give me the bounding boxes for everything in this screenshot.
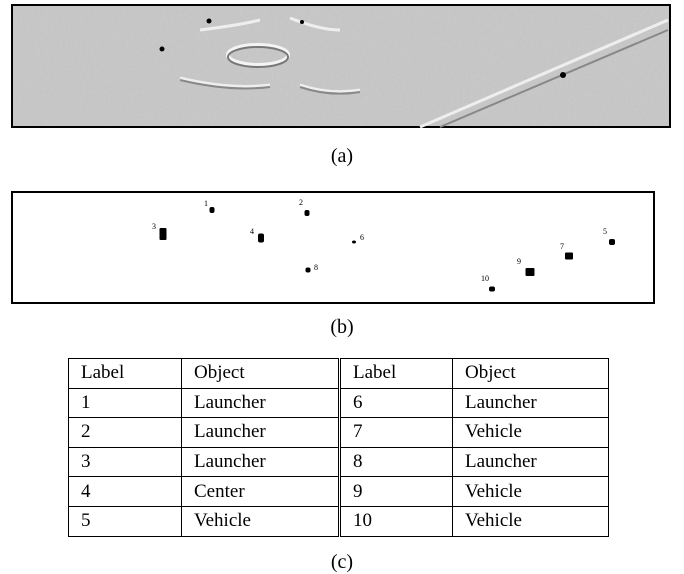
- blob: [160, 228, 167, 240]
- blob: [306, 268, 311, 273]
- table-cell: Vehicle: [453, 477, 609, 507]
- blob-label: 6: [360, 233, 364, 242]
- table-cell: Center: [182, 477, 340, 507]
- table-cell: 3: [69, 447, 182, 477]
- blob-label: 5: [603, 227, 607, 236]
- caption: (a): [0, 145, 684, 168]
- blob-label: 1: [204, 199, 208, 208]
- table-cell: 7: [340, 418, 453, 448]
- table-cell: Object: [182, 359, 340, 389]
- blob-label: 9: [517, 257, 521, 266]
- table-cell: 9: [340, 477, 453, 507]
- blob: [565, 253, 573, 260]
- table-cell: Launcher: [182, 418, 340, 448]
- table-cell: Vehicle: [453, 506, 609, 536]
- blob: [489, 287, 495, 292]
- table-cell: Launcher: [453, 447, 609, 477]
- blob-label: 7: [560, 242, 564, 251]
- table-cell: 10: [340, 506, 453, 536]
- table-cell: Launcher: [453, 388, 609, 418]
- blob-label: 10: [481, 274, 489, 283]
- table-cell: 4: [69, 477, 182, 507]
- blob: [609, 239, 615, 245]
- caption: (c): [0, 551, 684, 574]
- blob: [258, 234, 264, 243]
- blob-label: 3: [152, 222, 156, 231]
- terrain-image: [12, 5, 670, 127]
- table-cell: Label: [340, 359, 453, 389]
- table-cell: Label: [69, 359, 182, 389]
- label-map: [12, 192, 654, 303]
- table-cell: Vehicle: [182, 506, 340, 536]
- caption: (b): [0, 316, 684, 339]
- page: {"panels": [{"caption": "(a)"}, {"captio…: [0, 0, 684, 574]
- table-cell: Object: [453, 359, 609, 389]
- table-cell: 2: [69, 418, 182, 448]
- table-cell: Launcher: [182, 447, 340, 477]
- blob-label: 2: [299, 198, 303, 207]
- blob: [305, 210, 310, 216]
- table-cell: 1: [69, 388, 182, 418]
- blob: [210, 207, 215, 213]
- blob-label: 4: [250, 227, 254, 236]
- table-cell: 6: [340, 388, 453, 418]
- table-cell: 5: [69, 506, 182, 536]
- blob: [526, 268, 535, 276]
- table-cell: 8: [340, 447, 453, 477]
- blob-label: 8: [314, 263, 318, 272]
- blob: [352, 241, 356, 244]
- table-cell: Vehicle: [453, 418, 609, 448]
- table-cell: Launcher: [182, 388, 340, 418]
